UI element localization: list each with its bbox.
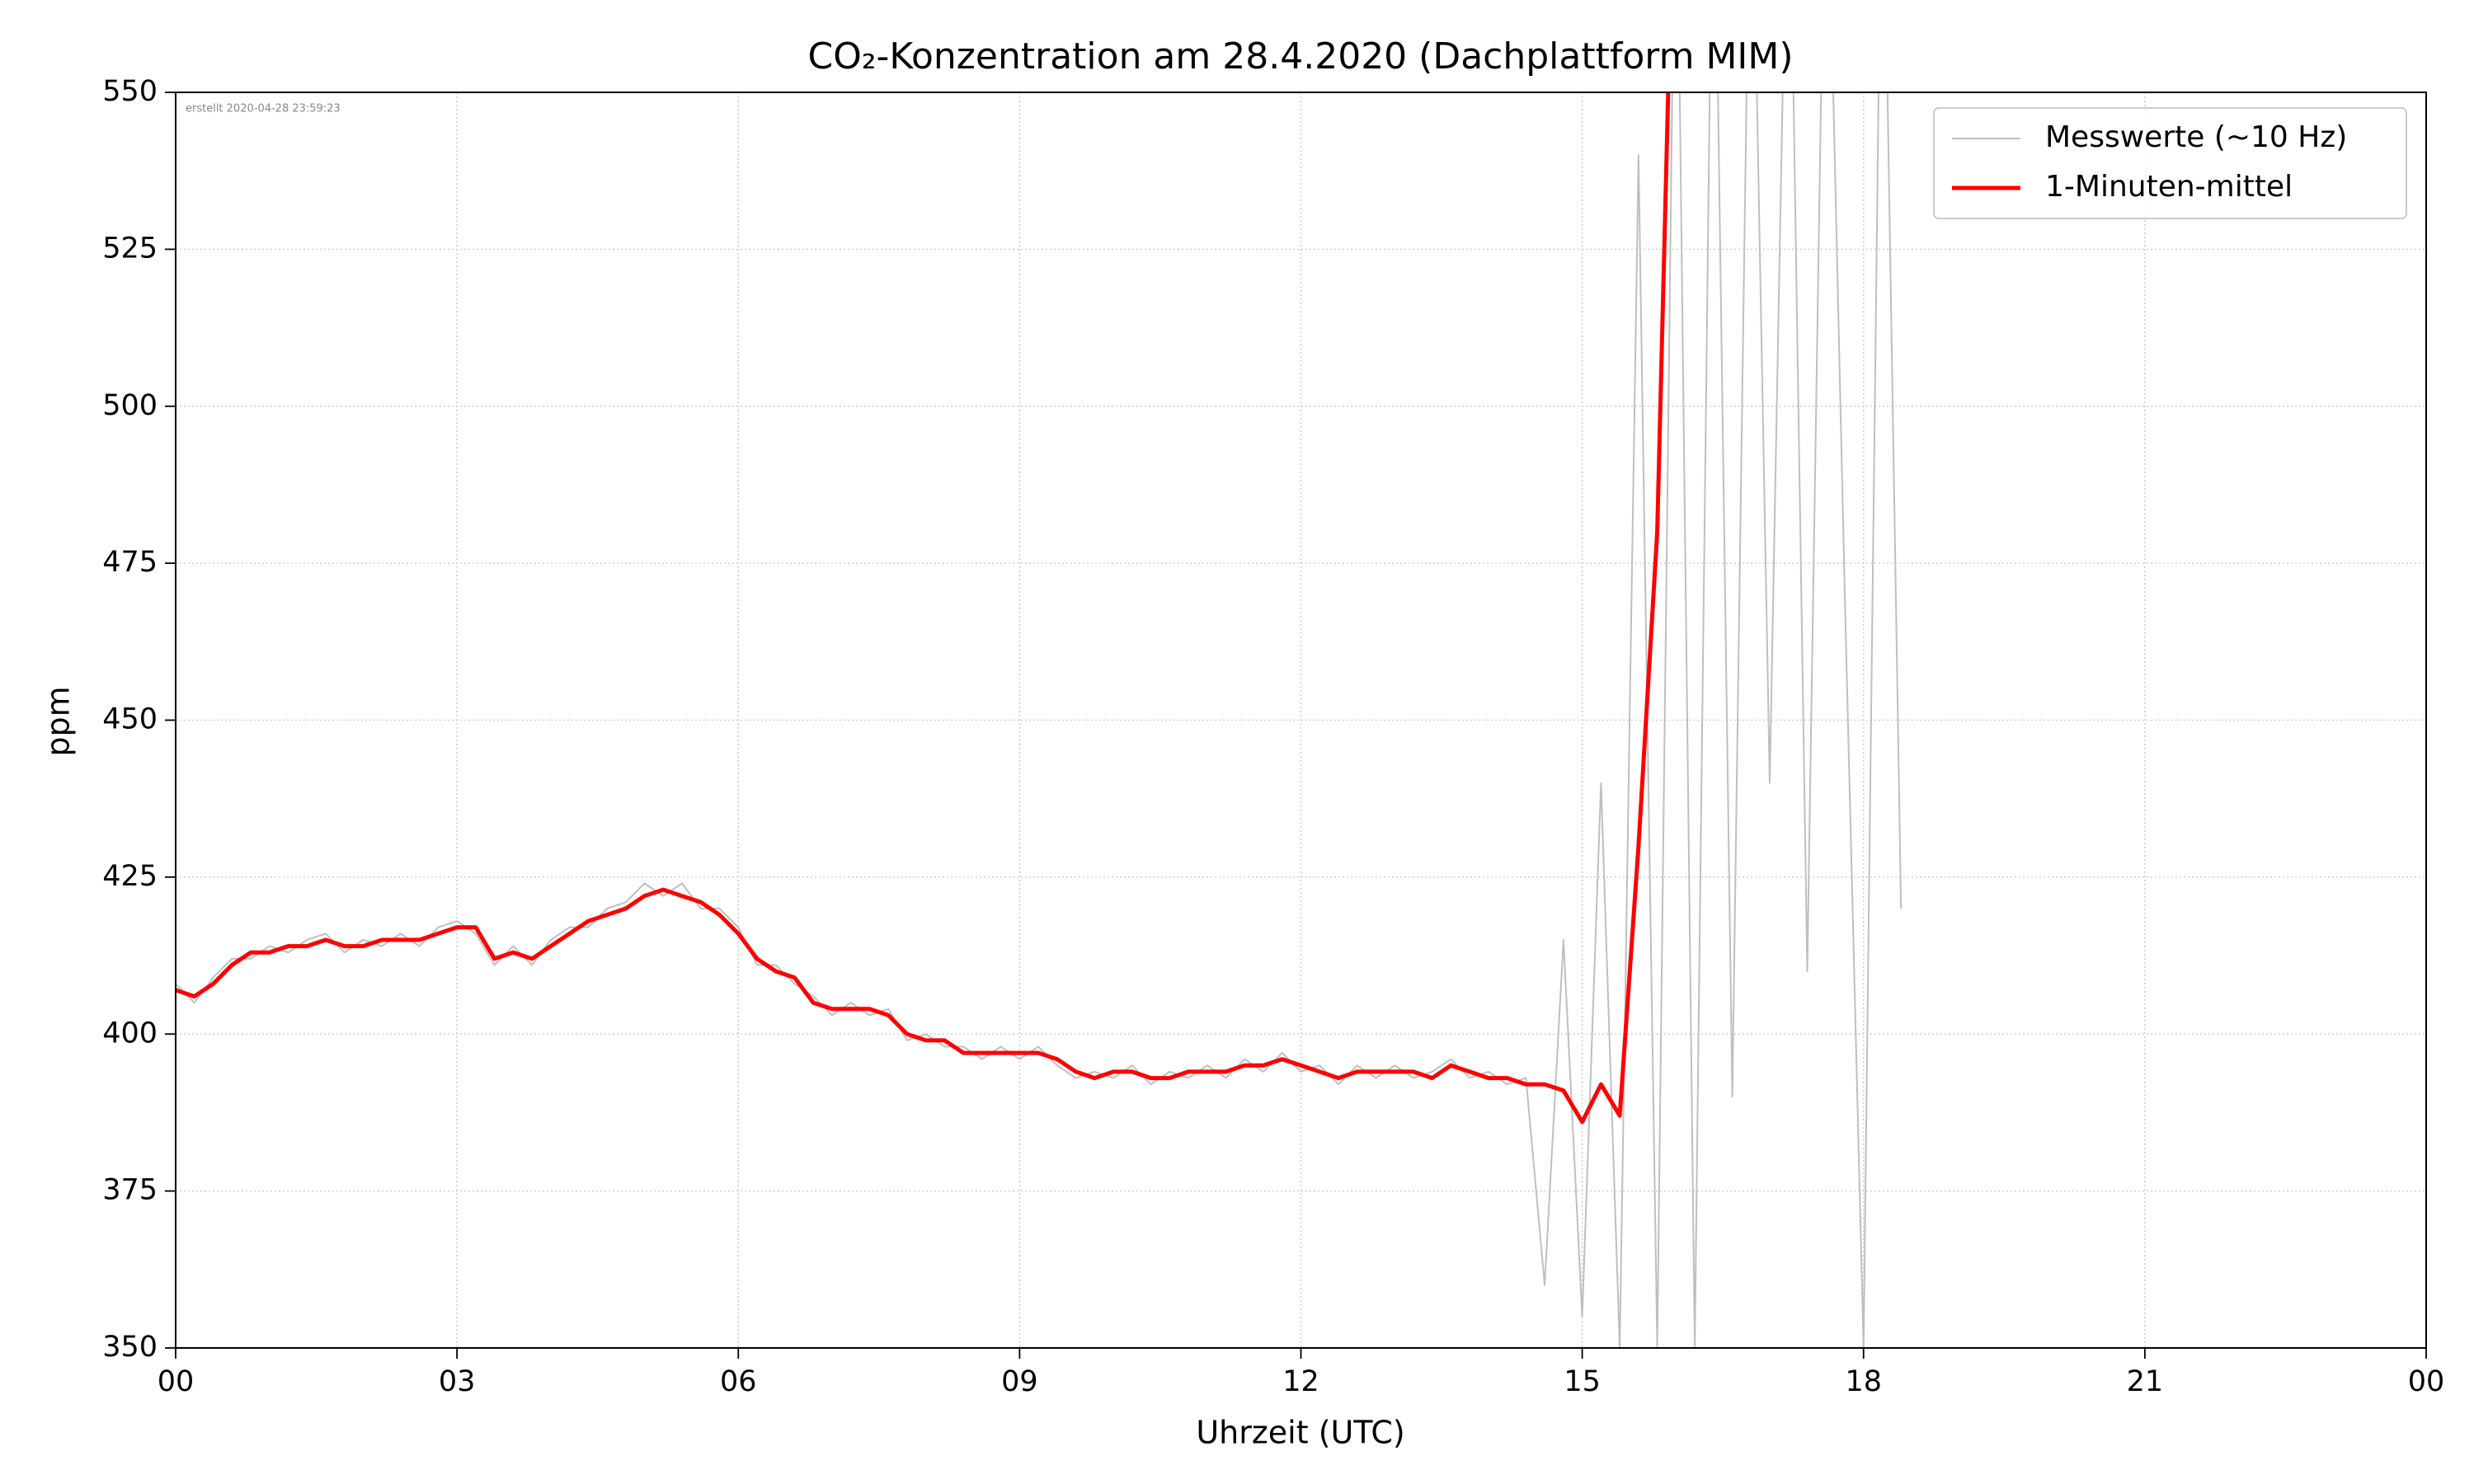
plot-area (176, 92, 1903, 1348)
x-tick-label: 15 (1564, 1365, 1601, 1398)
legend-box (1933, 107, 2407, 219)
y-tick-label: 550 (102, 75, 158, 108)
x-tick-label: 21 (2127, 1365, 2164, 1398)
x-tick-label: 00 (2408, 1365, 2445, 1398)
x-axis-label: Uhrzeit (UTC) (1196, 1415, 1404, 1451)
x-tick-label: 18 (1845, 1365, 1882, 1398)
x-tick-label: 00 (158, 1365, 195, 1398)
x-tick-label: 12 (1282, 1365, 1319, 1398)
x-tick-label: 06 (720, 1365, 757, 1398)
y-tick-label: 425 (102, 860, 158, 893)
y-axis-label: ppm (40, 686, 77, 756)
data-line (176, 92, 1903, 1348)
y-tick-label: 350 (102, 1331, 158, 1364)
x-tick-label: 03 (439, 1365, 476, 1398)
y-tick-label: 450 (102, 703, 158, 736)
y-tick-label: 375 (102, 1174, 158, 1207)
data-line (176, 92, 1671, 1125)
y-tick-label: 400 (102, 1017, 158, 1050)
chart-title: CO₂-Konzentration am 28.4.2020 (Dachplat… (807, 35, 1793, 77)
x-tick-label: 09 (1001, 1365, 1038, 1398)
legend-label: 1-Minuten-mittel (2045, 170, 2293, 204)
plot-frame (175, 92, 2427, 1349)
legend-label: Messwerte (~10 Hz) (2045, 120, 2347, 154)
annotation: erstellt 2020-04-28 23:59:23 (186, 103, 341, 115)
y-tick-label: 500 (102, 389, 158, 422)
y-tick-label: 525 (102, 232, 158, 265)
y-tick-label: 475 (102, 546, 158, 579)
